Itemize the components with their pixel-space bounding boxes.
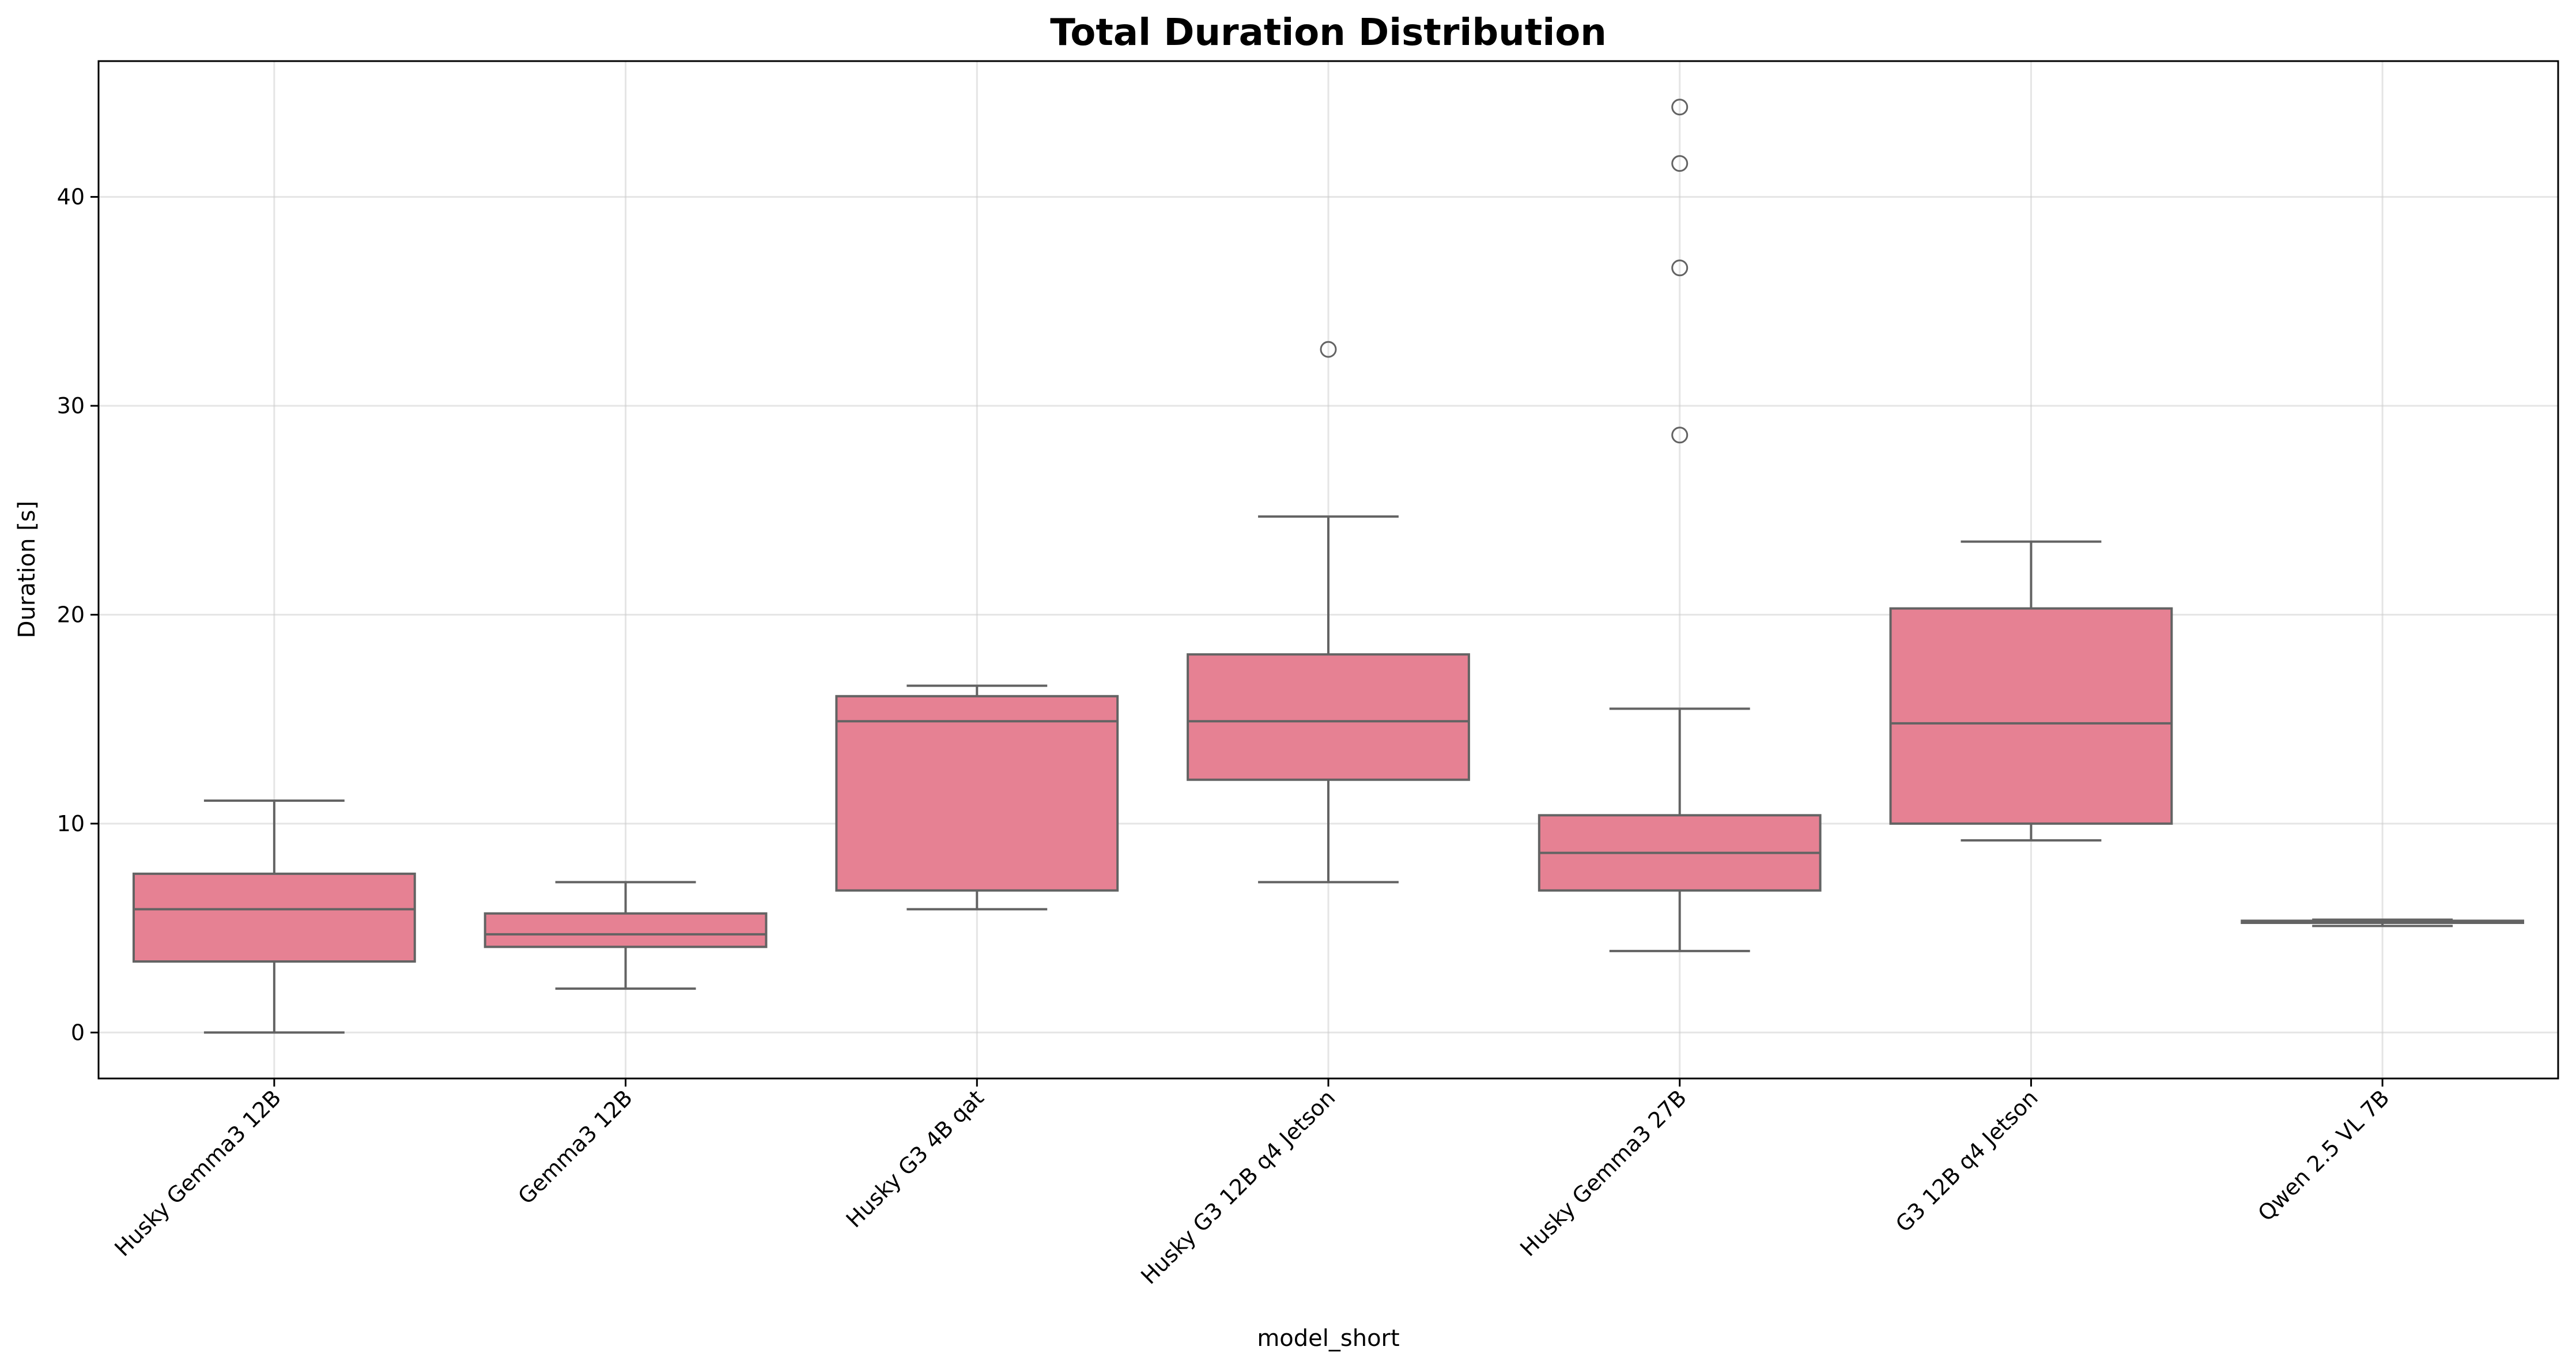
y-tick-label: 30 [57,393,85,418]
iqr-box [1889,607,2173,825]
iqr-box [835,695,1119,892]
x-tick-label: Qwen 2.5 VL 7B [2253,1085,2394,1226]
outlier-point [1320,341,1337,358]
outlier-point [1671,99,1689,116]
y-tick-label: 0 [71,1020,85,1045]
x-tick-label: Husky Gemma3 27B [1515,1085,1691,1261]
y-axis-label: Duration [s] [14,501,40,639]
outlier-point [1671,259,1689,277]
box-qwen-2-5-vl-7b [2241,918,2525,927]
outlier-point [1671,155,1689,172]
box-g3-12b-q4-jetson [1889,540,2173,842]
box-gemma3-12b [484,881,768,990]
box-husky-gemma3-12b [132,799,416,1034]
box-husky-g3-4b-qat [835,684,1119,911]
x-axis-label: model_short [1257,1325,1399,1352]
y-tick-label: 20 [57,602,85,627]
outlier-point [1671,427,1689,444]
box-husky-g3-12b-q4-jetson [1187,341,1470,884]
box-series [132,99,2525,1034]
iqr-box [484,912,768,948]
y-tick-label: 10 [57,811,85,836]
grid-lines [99,61,2558,1078]
box-husky-gemma3-27b [1538,99,1822,952]
x-tick-label: G3 12B q4 Jetson [1891,1085,2043,1237]
x-tick-label: Husky Gemma3 12B [109,1085,286,1261]
x-tick-label: Gemma3 12B [513,1085,637,1209]
x-tick-label: Husky G3 12B q4 Jetson [1136,1085,1340,1289]
x-tick-label: Husky G3 4B qat [841,1085,989,1232]
iqr-box [1187,653,1470,781]
iqr-box [132,872,416,963]
y-tick-label: 40 [57,184,85,210]
chart-title: Total Duration Distribution [1050,12,1607,54]
